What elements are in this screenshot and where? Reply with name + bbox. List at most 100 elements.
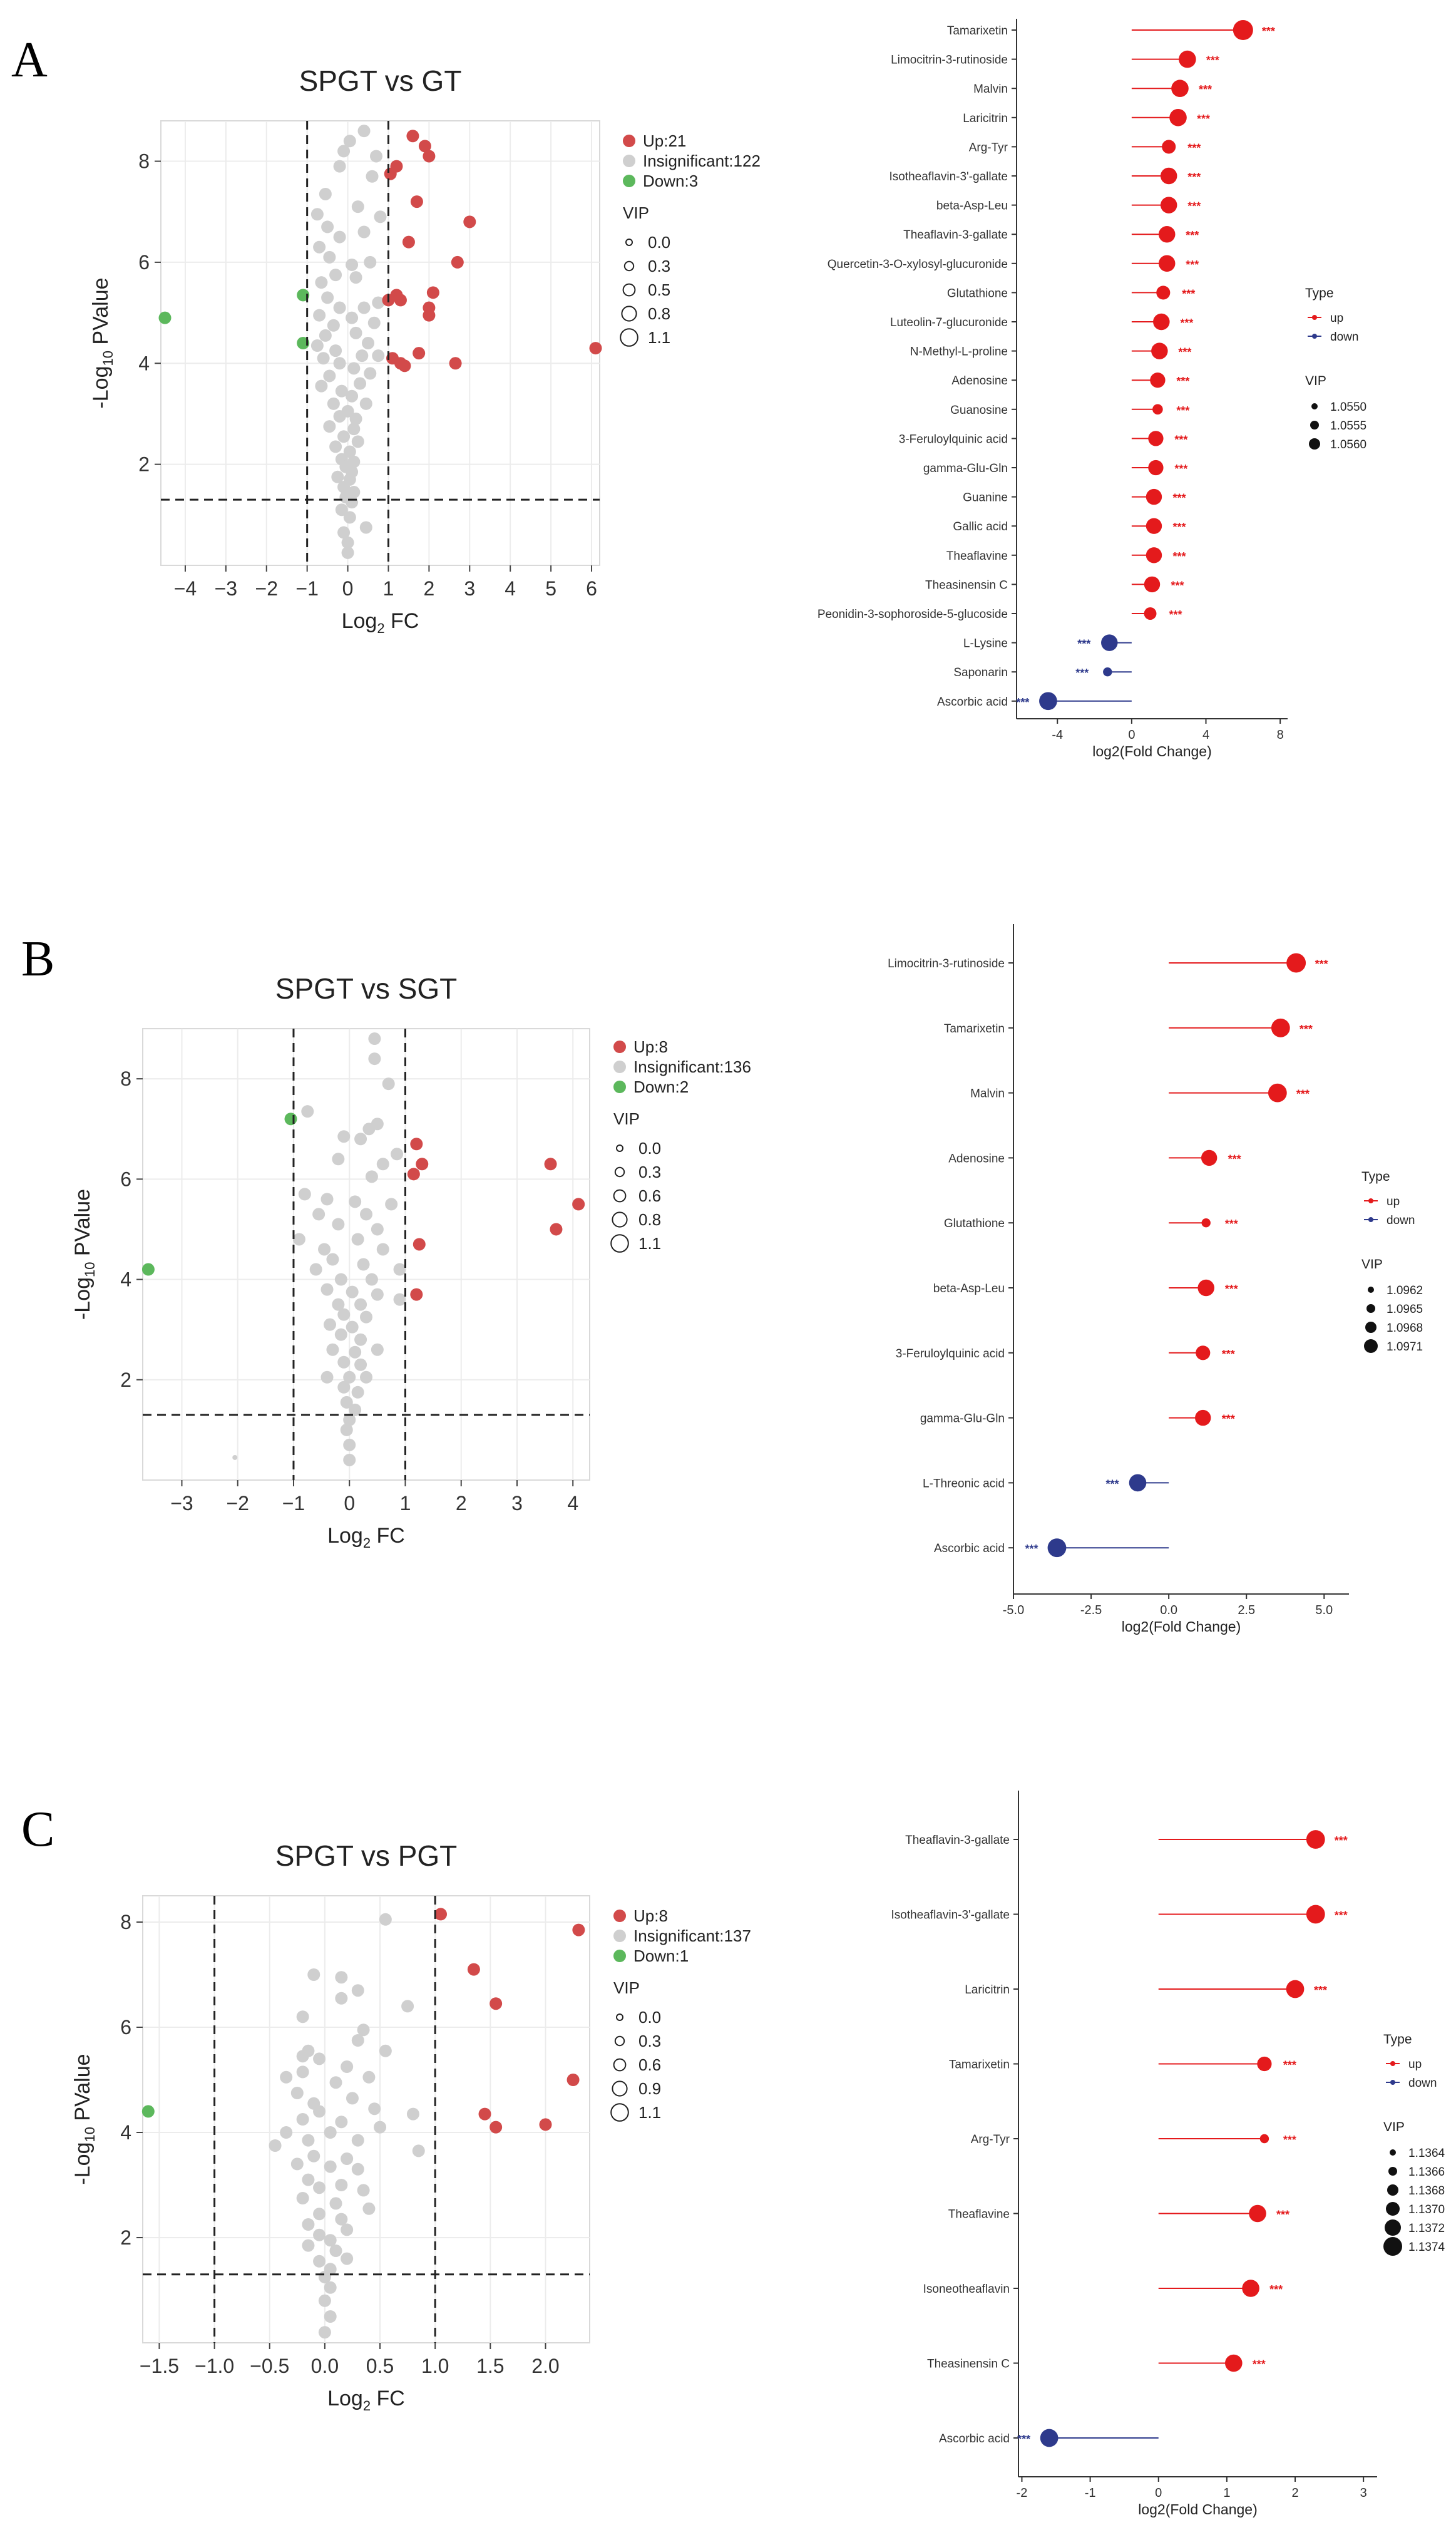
lollipop-a-legend-vip-dot — [1311, 403, 1318, 409]
lollipop-a-dot — [1158, 225, 1176, 243]
volcano-a-point-insignificant — [346, 311, 359, 324]
volcano-a-point-insignificant — [313, 240, 326, 254]
lollipop-a-legend-vip-dot — [1310, 421, 1319, 429]
volcano-c-point-insignificant — [401, 2000, 414, 2013]
lollipop-c-dot — [1259, 2134, 1269, 2144]
volcano-a-point-insignificant — [313, 309, 326, 322]
lollipop-c-row-label: Tamarixetin — [949, 2059, 1010, 2072]
volcano-b-legend-vip-swatch — [612, 1211, 628, 1228]
panel-letter-a: A — [11, 33, 48, 88]
lollipop-c-legend-vip-label: 1.1368 — [1408, 2184, 1445, 2198]
lollipop-b-dot — [1201, 1149, 1218, 1166]
volcano-b-x-tick-label: −3 — [170, 1492, 193, 1514]
lollipop-a-row-label: gamma-Glu-Gln — [923, 462, 1008, 475]
volcano-a-point-insignificant — [364, 367, 377, 380]
volcano-a-x-label: Log2 FC — [342, 609, 419, 636]
volcano-c-y-tick-label: 4 — [120, 2121, 131, 2144]
volcano-b-y-tick-label: 8 — [120, 1067, 131, 1090]
volcano-a-point-insignificant — [323, 420, 336, 433]
volcano-b-point-insignificant — [362, 1123, 376, 1136]
lollipop-b-sig-label: *** — [1222, 1413, 1235, 1426]
volcano-a-legend-swatch — [623, 175, 635, 187]
volcano-a-point-insignificant — [374, 210, 387, 224]
volcano-a-legend-vip-swatch — [622, 283, 636, 297]
volcano-b-x-tick-label: −1 — [282, 1492, 305, 1514]
volcano-a-legend-swatch — [623, 135, 635, 147]
volcano-b-point-insignificant — [393, 1293, 406, 1306]
volcano-c-y-label: -Log10 PValue — [71, 2054, 98, 2184]
lollipop-b-row-label: beta-Asp-Leu — [933, 1282, 1005, 1295]
volcano-b-point-insignificant — [365, 1170, 378, 1183]
lollipop-b-legend-vip-label: 1.0971 — [1387, 1340, 1423, 1354]
volcano-b-point-insignificant — [309, 1263, 322, 1276]
volcano-a-point-up — [423, 309, 436, 322]
lollipop-a-sig-label: *** — [1187, 171, 1201, 183]
lollipop-a-sig-label: *** — [1077, 638, 1090, 650]
volcano-a-point-up — [426, 286, 439, 299]
volcano-a-x-tick-label: −4 — [174, 577, 197, 600]
volcano-a-point-insignificant — [349, 271, 362, 284]
lollipop-a-sig-label: *** — [1262, 25, 1275, 38]
volcano-b-point-insignificant — [346, 1320, 359, 1334]
volcano-a-legend: Up:21 Insignificant:122 Down:3 VIP 0.0 0.3 0.5… — [620, 131, 761, 347]
lollipop-a-dot — [1160, 197, 1177, 213]
volcano-a-point-insignificant — [347, 423, 361, 436]
volcano-c-point-insignificant — [335, 2213, 348, 2226]
lollipop-c-dot — [1306, 1905, 1325, 1924]
lollipop-c-dot — [1306, 1830, 1325, 1849]
volcano-a-point-insignificant — [366, 170, 379, 183]
lollipop-c-legend-vip-title: VIP — [1383, 2120, 1405, 2134]
volcano-a-point-insignificant — [356, 349, 369, 363]
volcano-b-point-insignificant — [349, 1195, 362, 1208]
volcano-a-point-insignificant — [362, 337, 375, 349]
volcano-c-point-insignificant — [313, 2228, 326, 2241]
volcano-c-point-insignificant — [341, 2152, 354, 2165]
volcano-b-point-insignificant — [354, 1133, 367, 1146]
volcano-a-point-insignificant — [357, 301, 371, 314]
volcano-b-point-insignificant — [354, 1333, 367, 1346]
lollipop-b-legend-type-dot — [1368, 1198, 1373, 1203]
volcano-b-point-insignificant — [360, 1208, 372, 1221]
volcano-b-legend-vip-label: 0.6 — [638, 1186, 661, 1205]
lollipop-a-legend-vip-label: 1.0555 — [1330, 419, 1366, 433]
volcano-a-point-insignificant — [349, 413, 362, 426]
volcano-b-point-up — [413, 1238, 426, 1251]
lollipop-a-row-label: Luteolin-7-glucuronide — [890, 316, 1008, 329]
volcano-c-point-insignificant — [307, 2149, 320, 2162]
volcano-a-point-insignificant — [331, 470, 344, 483]
volcano-c-point-insignificant — [324, 2310, 337, 2323]
volcano-b-y-label: -Log10 PValue — [71, 1189, 98, 1320]
volcano-a-point-insignificant — [349, 326, 362, 339]
volcano-c-point-up — [572, 1923, 585, 1936]
volcano-b-point-insignificant — [326, 1343, 339, 1356]
volcano-b-point-insignificant — [376, 1243, 389, 1256]
volcano-a-point-up — [402, 235, 415, 249]
lollipop-c-legend-vip-dot — [1388, 2167, 1397, 2176]
lollipop-c-legend-vip-label: 1.1372 — [1408, 2222, 1445, 2235]
lollipop-a-dot — [1146, 488, 1162, 505]
volcano-a-legend-vip-swatch — [621, 306, 637, 322]
volcano-c-legend-vip-swatch — [610, 2103, 629, 2122]
lollipop-c-row-label: Theaflavine — [948, 2208, 1010, 2221]
lollipop-c-dot — [1242, 2280, 1259, 2297]
lollipop-a-dot — [1151, 342, 1168, 359]
lollipop-a-row-label: Malvin — [973, 83, 1008, 96]
volcano-c-point-insignificant — [357, 2184, 370, 2197]
lollipop-b-sig-label: *** — [1315, 958, 1328, 970]
lollipop-b-row-label: 3-Feruloylquinic acid — [896, 1347, 1005, 1360]
lollipop-a-dot — [1103, 667, 1112, 677]
lollipop-c-legend-type-dot — [1390, 2080, 1395, 2085]
lollipop-a-sig-label: *** — [1187, 141, 1201, 154]
volcano-a-point-insignificant — [319, 187, 332, 200]
volcano-c-point-insignificant — [346, 2092, 359, 2105]
volcano-a-point-down — [158, 311, 172, 324]
lollipop-b-legend-vip-title: VIP — [1361, 1257, 1383, 1272]
volcano-c-point-insignificant — [269, 2139, 282, 2152]
lollipop-b-sig-label: *** — [1225, 1218, 1238, 1230]
volcano-a-point-insignificant — [327, 319, 340, 332]
volcano-b-point-insignificant — [343, 1438, 356, 1451]
lollipop-c-x-tick-label: 0 — [1155, 2486, 1162, 2500]
volcano-a-point-insignificant — [333, 160, 346, 173]
volcano-b-point-up — [407, 1168, 420, 1181]
volcano-c-point-up — [490, 1997, 503, 2010]
